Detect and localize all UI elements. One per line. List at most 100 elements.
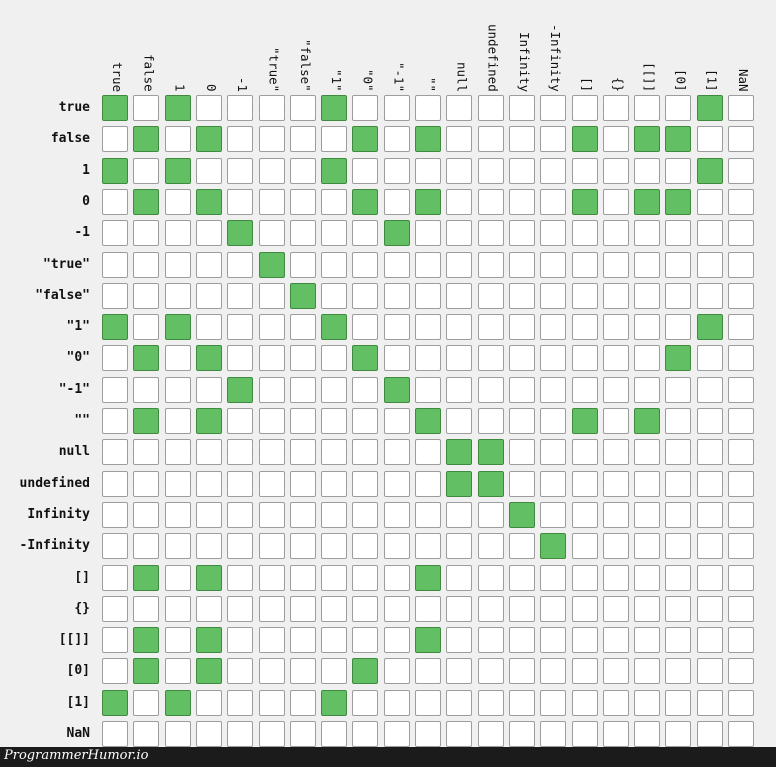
cell-not-equal: [352, 595, 379, 622]
cell-equal: [133, 345, 160, 372]
cell-not-equal: [696, 220, 723, 247]
cell-not-equal: [634, 595, 661, 622]
cell-not-equal: [446, 345, 473, 372]
cell-not-equal: [571, 376, 598, 403]
cell-not-equal: [102, 408, 128, 434]
cell-equal: [227, 220, 254, 247]
cell-equal: [195, 627, 222, 654]
cell-not-equal: [665, 689, 692, 716]
cell-equal: [696, 157, 723, 184]
cell-not-equal: [477, 282, 504, 309]
cell-equal: [195, 658, 222, 685]
cell-not-equal: [258, 408, 285, 434]
cell-equal: [321, 157, 348, 184]
cell-not-equal: [508, 282, 535, 309]
cell-not-equal: [696, 188, 723, 215]
cell-not-equal: [258, 376, 285, 403]
cell-equal: [195, 408, 222, 434]
cell-not-equal: [571, 220, 598, 247]
cell-not-equal: [446, 564, 473, 591]
cell-not-equal: [477, 376, 504, 403]
cell-equal: [164, 314, 191, 341]
cell-not-equal: [133, 251, 160, 278]
cell-equal: [665, 126, 692, 153]
cell-equal: [415, 408, 441, 434]
cell-equal: [195, 126, 222, 153]
cell-not-equal: [415, 470, 441, 497]
cell-not-equal: [665, 470, 692, 497]
cell-not-equal: [415, 658, 441, 685]
cell-not-equal: [164, 188, 191, 215]
cell-not-equal: [227, 408, 254, 434]
cell-equal: [289, 282, 316, 309]
cell-not-equal: [164, 251, 191, 278]
cell-not-equal: [696, 533, 723, 560]
cell-not-equal: [696, 501, 723, 528]
cell-not-equal: [602, 157, 629, 184]
cell-equal: [415, 188, 441, 215]
cell-not-equal: [415, 282, 441, 309]
cell-not-equal: [728, 95, 754, 121]
cell-not-equal: [665, 251, 692, 278]
cell-not-equal: [352, 470, 379, 497]
cell-not-equal: [508, 188, 535, 215]
cell-not-equal: [602, 220, 629, 247]
cell-not-equal: [602, 376, 629, 403]
cell-not-equal: [477, 533, 504, 560]
cell-equal: [102, 157, 128, 184]
cell-not-equal: [383, 533, 410, 560]
cell-equal: [665, 188, 692, 215]
cell-equal: [415, 627, 441, 654]
cell-not-equal: [195, 95, 222, 121]
column-header: {}: [610, 76, 626, 92]
row-header: undefined: [19, 475, 90, 491]
cell-not-equal: [696, 126, 723, 153]
cell-not-equal: [289, 314, 316, 341]
cell-not-equal: [477, 314, 504, 341]
cell-not-equal: [602, 439, 629, 466]
cell-equal: [352, 126, 379, 153]
row-header: "": [74, 413, 90, 428]
cell-not-equal: [540, 95, 567, 121]
cell-not-equal: [321, 501, 348, 528]
cell-not-equal: [164, 408, 191, 434]
cell-not-equal: [289, 501, 316, 528]
cell-not-equal: [321, 220, 348, 247]
cell-not-equal: [227, 564, 254, 591]
cell-not-equal: [477, 188, 504, 215]
cell-not-equal: [728, 126, 754, 153]
cell-not-equal: [352, 501, 379, 528]
cell-not-equal: [289, 126, 316, 153]
cell-not-equal: [289, 658, 316, 685]
cell-not-equal: [477, 658, 504, 685]
cell-equal: [571, 408, 598, 434]
cell-not-equal: [102, 533, 128, 560]
cell-not-equal: [195, 314, 222, 341]
cell-not-equal: [289, 251, 316, 278]
row-header: "1": [66, 319, 90, 335]
cell-not-equal: [227, 282, 254, 309]
cell-not-equal: [164, 564, 191, 591]
cell-not-equal: [728, 533, 754, 560]
cell-equal: [321, 689, 348, 716]
cell-not-equal: [540, 376, 567, 403]
cell-equal: [164, 95, 191, 121]
column-header: 1: [172, 84, 188, 92]
cell-equal: [446, 470, 473, 497]
cell-not-equal: [352, 95, 379, 121]
cell-not-equal: [321, 595, 348, 622]
cell-not-equal: [352, 408, 379, 434]
cell-not-equal: [571, 95, 598, 121]
cell-not-equal: [446, 220, 473, 247]
cell-not-equal: [728, 220, 754, 247]
row-header: false: [50, 131, 90, 147]
cell-not-equal: [133, 95, 160, 121]
cell-not-equal: [540, 501, 567, 528]
cell-equal: [352, 345, 379, 372]
cell-equal: [102, 95, 128, 121]
column-header: NaN: [736, 69, 751, 92]
cell-not-equal: [289, 533, 316, 560]
cell-not-equal: [415, 501, 441, 528]
cell-not-equal: [696, 408, 723, 434]
row-header: []: [74, 569, 90, 585]
